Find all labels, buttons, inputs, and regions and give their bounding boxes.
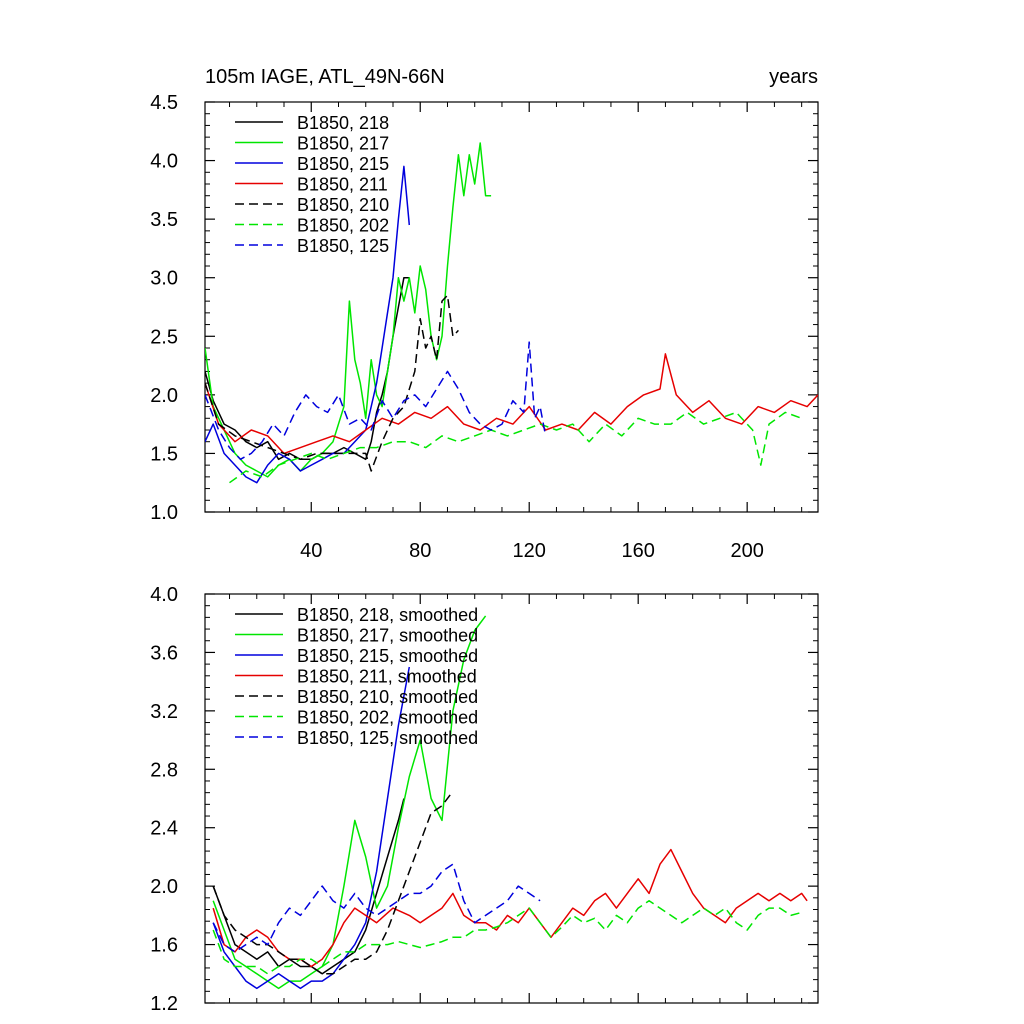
legend-label: B1850, 217 (297, 134, 389, 154)
chart-title: 105m IAGE, ATL_49N-66N (205, 66, 445, 88)
x-tick-label: 80 (409, 540, 431, 562)
units-label: years (769, 66, 818, 88)
series-line-6 (229, 411, 802, 484)
y-tick-label: 1.5 (150, 443, 178, 465)
y-tick-label: 2.0 (150, 385, 178, 407)
series-line-3 (205, 165, 411, 484)
series-line-6 (212, 900, 802, 975)
legend-label: B1850, 125, smoothed (297, 728, 478, 748)
series-line-5 (212, 790, 454, 975)
x-tick-label: 120 (513, 540, 546, 562)
legend-label: B1850, 218, smoothed (297, 605, 478, 625)
y-tick-label: 3.5 (150, 209, 178, 231)
series-group (205, 142, 818, 484)
legend-label: B1850, 202, smoothed (297, 708, 478, 728)
legend-label: B1850, 218 (297, 113, 389, 133)
y-tick-label: 3.6 (150, 642, 178, 664)
legend-label: B1850, 202 (297, 216, 389, 236)
y-tick-label: 2.5 (150, 326, 178, 348)
legend-label: B1850, 217, smoothed (297, 626, 478, 646)
y-tick-label: 4.5 (150, 92, 178, 114)
y-tick-label: 3.2 (150, 701, 178, 723)
y-tick-label: 2.4 (150, 818, 178, 840)
y-tick-label: 2.0 (150, 876, 178, 898)
series-line-7 (205, 341, 547, 461)
legend-label: B1850, 211, smoothed (297, 667, 477, 687)
legend-label: B1850, 211 (297, 175, 388, 195)
y-tick-label: 4.0 (150, 151, 178, 173)
series-group (212, 615, 808, 990)
x-tick-label: 160 (621, 540, 654, 562)
series-line-7 (212, 863, 541, 953)
series-line-2 (212, 615, 487, 990)
series-line-4 (205, 353, 818, 455)
y-tick-label: 2.8 (150, 759, 178, 781)
legend-label: B1850, 210 (297, 195, 389, 215)
y-tick-label: 1.6 (150, 935, 178, 957)
y-tick-label: 1.0 (150, 502, 178, 524)
series-line-5 (205, 294, 459, 472)
y-tick-label: 1.2 (150, 993, 178, 1015)
series-line-2 (205, 142, 492, 478)
top-panel: 1.0 1.5 2.0 2.5 3.0 3.5 4.0 4.5 40 80 120 160 200 B18… (150, 92, 819, 562)
x-tick-label: 200 (730, 540, 763, 562)
y-tick-label: 4.0 (150, 584, 178, 606)
legend-label: B1850, 215 (297, 154, 389, 174)
plot-frame (204, 593, 819, 1004)
legend-label: B1850, 125 (297, 236, 389, 256)
x-tick-label: 40 (300, 540, 322, 562)
legend-label: B1850, 210, smoothed (297, 687, 478, 707)
y-tick-label: 3.0 (150, 268, 178, 290)
series-line-4 (212, 848, 808, 968)
bottom-panel: 1.2 1.6 2.0 2.4 2.8 3.2 3.6 4.0 B1850, 218, smoo… (150, 584, 819, 1015)
series-line-3 (212, 666, 411, 990)
plot-frame (204, 101, 819, 513)
legend-label: B1850, 215, smoothed (297, 646, 478, 666)
